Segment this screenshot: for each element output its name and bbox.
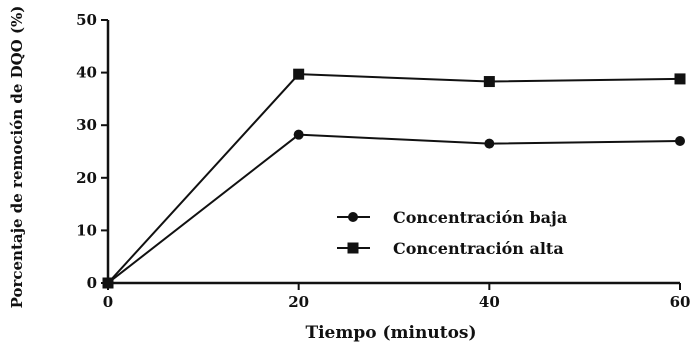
circle-marker <box>293 129 304 140</box>
square-marker <box>483 76 495 88</box>
axes <box>106 20 680 285</box>
legend-label: Concentración alta <box>393 239 564 258</box>
y-tick-label: 10 <box>76 221 97 239</box>
legend: Concentración baja Concentración alta <box>337 208 567 258</box>
legend-marker <box>348 212 358 222</box>
y-tick-label: 50 <box>76 11 97 29</box>
y-tick-label: 0 <box>87 274 97 292</box>
circle-marker <box>484 138 495 149</box>
y-tick-label: 20 <box>76 169 97 187</box>
x-tick-label: 0 <box>103 293 113 311</box>
y-axis-label: Porcentaje de remoción de DQO (%) <box>8 6 26 309</box>
x-tick-label: 40 <box>479 293 500 311</box>
square-marker <box>102 277 114 289</box>
legend-label: Concentración baja <box>393 208 567 227</box>
series-layer <box>102 68 686 289</box>
legend-item: Concentración baja <box>337 208 567 227</box>
series-2 <box>102 68 686 289</box>
y-ticks: 0 10 20 30 40 50 <box>76 11 108 292</box>
circle-marker <box>675 135 685 146</box>
x-axis-label: Tiempo (minutos) <box>305 323 476 343</box>
square-marker <box>674 73 686 85</box>
x-ticks: 0 20 40 60 <box>103 283 691 311</box>
y-tick-label: 30 <box>76 116 97 134</box>
y-tick-label: 40 <box>76 64 97 82</box>
x-tick-label: 60 <box>670 293 691 311</box>
square-marker <box>293 68 305 80</box>
x-tick-label: 20 <box>288 293 309 311</box>
legend-marker <box>347 242 359 254</box>
series-line <box>107 133 681 284</box>
legend-item: Concentración alta <box>337 239 564 258</box>
series-line <box>107 73 681 284</box>
